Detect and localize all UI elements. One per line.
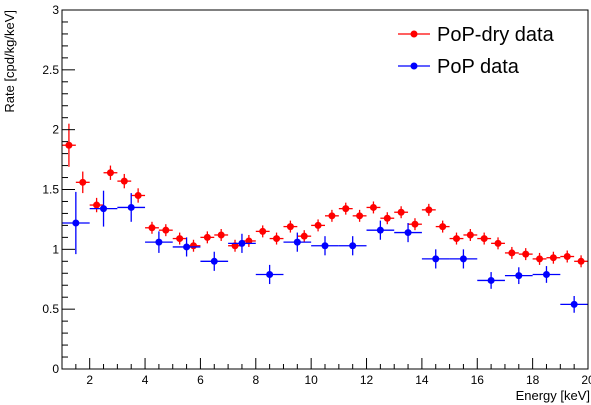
y-tick-label: 1.5	[42, 183, 59, 197]
y-tick-label: 0.5	[42, 302, 59, 316]
data-point	[100, 205, 108, 213]
legend: PoP-dry data PoP data	[398, 24, 555, 78]
data-point	[522, 250, 530, 258]
data-point	[432, 255, 440, 263]
data-point	[369, 203, 377, 211]
data-point	[536, 255, 544, 263]
data-point	[494, 239, 502, 247]
legend-entry-pop: PoP data	[398, 56, 520, 78]
data-point	[93, 201, 101, 209]
data-point	[459, 255, 467, 263]
y-tick-label: 3	[52, 3, 59, 17]
legend-entry-popdry: PoP-dry data	[398, 24, 555, 46]
data-point	[453, 235, 460, 243]
y-tick-label: 1	[52, 242, 59, 256]
x-tick-label: 2	[86, 373, 93, 387]
x-tick-label: 6	[197, 373, 204, 387]
data-point	[266, 270, 274, 278]
x-tick-label: 18	[526, 373, 540, 387]
y-tick-label: 2.5	[42, 63, 59, 77]
data-point	[203, 233, 211, 241]
data-point	[321, 242, 329, 250]
series-popdry	[62, 123, 588, 268]
data-point	[404, 229, 412, 237]
x-tick-label: 20	[581, 373, 591, 387]
legend-marker-pop	[410, 62, 418, 70]
data-point	[570, 300, 578, 308]
x-tick-label: 16	[471, 373, 485, 387]
data-point	[65, 141, 73, 149]
data-point	[487, 276, 495, 284]
data-point	[155, 238, 163, 246]
data-point	[217, 231, 225, 239]
data-point	[508, 249, 516, 257]
data-point	[563, 253, 571, 261]
data-point	[549, 254, 557, 262]
x-tick-label: 10	[304, 373, 318, 387]
data-point	[120, 177, 128, 185]
data-point	[293, 238, 301, 246]
legend-marker-popdry	[410, 30, 418, 38]
axes: 2 4 6 8 10 12 14 16 18 20 0 0.5 1 1.5 2 2.5 3	[42, 3, 591, 387]
x-axis-title: Energy [keV]	[516, 388, 590, 403]
x-tick-label: 14	[415, 373, 429, 387]
data-point	[210, 257, 218, 265]
x-tick-label: 12	[360, 373, 374, 387]
data-point	[383, 214, 391, 222]
data-point	[342, 205, 350, 213]
data-point	[238, 239, 246, 247]
data-point	[349, 242, 357, 250]
legend-label-popdry: PoP-dry data	[437, 24, 555, 46]
data-point	[577, 257, 585, 265]
data-point	[183, 243, 191, 251]
data-point	[515, 272, 523, 280]
data-point	[480, 235, 488, 243]
data-point	[328, 212, 336, 220]
data-point	[176, 235, 184, 243]
series-pop	[62, 190, 588, 313]
data-point	[356, 212, 364, 220]
data-point	[376, 226, 384, 234]
data-point	[273, 235, 281, 243]
data-point	[439, 223, 447, 231]
data-point	[411, 220, 419, 228]
y-tick-label: 2	[52, 123, 59, 137]
y-axis-title: Rate [cpd/kg/keV]	[2, 10, 17, 113]
data-point	[72, 219, 80, 227]
data-point	[286, 223, 294, 231]
y-tick-label: 0	[52, 362, 59, 376]
data-point	[542, 270, 550, 278]
legend-label-pop: PoP data	[437, 56, 520, 78]
data-marks	[62, 123, 588, 313]
data-point	[314, 221, 322, 229]
data-point	[134, 191, 142, 199]
data-point	[148, 224, 156, 232]
data-point	[79, 178, 87, 186]
data-point	[300, 232, 308, 240]
data-point	[190, 242, 197, 250]
x-tick-label: 8	[252, 373, 259, 387]
data-point	[259, 227, 267, 235]
data-point	[162, 226, 170, 234]
data-point	[106, 169, 114, 177]
data-point	[397, 208, 405, 216]
x-tick-label: 4	[142, 373, 149, 387]
data-point	[466, 231, 474, 239]
data-point	[127, 203, 135, 211]
data-point	[425, 206, 433, 214]
